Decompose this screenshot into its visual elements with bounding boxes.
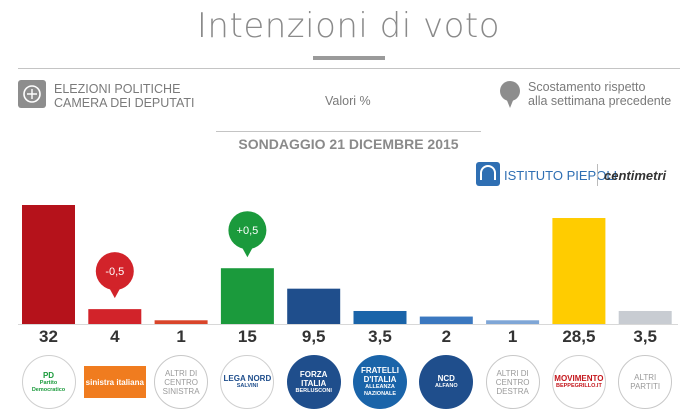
survey-divider <box>216 131 481 132</box>
bar-9 <box>618 310 672 324</box>
party-logo-text-3: LEGA NORD <box>223 374 272 383</box>
party-logo-subtext-4: BERLUSCONI <box>295 387 332 394</box>
bar-chart: -0,5 +0,5 <box>22 205 672 324</box>
party-logo-8: MOVIMENTO BEPPEGRILLO.IT <box>551 355 606 409</box>
party-logo-3: LEGA NORD SALVINI <box>220 355 275 409</box>
party-logo-5: FRATELLI D'ITALIA ALLEANZA NAZIONALE <box>353 355 407 409</box>
change-marker-1: -0,5 <box>95 252 134 299</box>
party-logo-text-7: ALTRI DI CENTRO DESTRA <box>495 368 530 396</box>
value-label-0: 32 <box>39 327 58 346</box>
value-label-7: 1 <box>507 327 518 346</box>
shift-line-1: Scostamento rispetto <box>528 80 646 94</box>
bar-5 <box>353 310 407 324</box>
election-line-2: CAMERA DEI DEPUTATI <box>54 96 195 110</box>
chart-baseline <box>18 324 678 325</box>
bar-6 <box>419 316 473 324</box>
party-logo-9: ALTRI PARTITI <box>618 355 673 409</box>
value-label-3: 15 <box>237 327 257 346</box>
units-label: Valori % <box>325 94 371 108</box>
bar-4 <box>287 288 341 324</box>
logo-separator <box>597 164 598 186</box>
chart-title: Intenzioni di voto <box>196 6 501 46</box>
party-logo-text-6: NCD <box>437 374 455 383</box>
party-logo-6: NCD ALFANO <box>419 355 474 409</box>
party-logo-7: ALTRI DI CENTRO DESTRA <box>485 355 540 409</box>
party-logo-4: FORZA ITALIA BERLUSCONI <box>286 355 341 409</box>
party-logo-subtext-6: ALFANO <box>434 383 458 389</box>
party-logo-1: sinistra italiana <box>83 366 146 398</box>
shift-legend: Scostamento rispetto alla settimana prec… <box>528 80 671 108</box>
value-label-5: 3,5 <box>368 327 392 346</box>
change-label-1: -0,5 <box>105 266 124 278</box>
value-label-2: 1 <box>176 327 186 346</box>
party-logo-subtext-8: BEPPEGRILLO.IT <box>555 383 602 389</box>
bar-0 <box>22 205 75 324</box>
election-label: ELEZIONI POLITICHE CAMERA DEI DEPUTATI <box>54 82 195 110</box>
parliament-icon <box>18 80 46 108</box>
value-label-6: 2 <box>441 327 452 346</box>
value-label-8: 28,5 <box>562 327 596 346</box>
value-label-9: 3,5 <box>633 327 657 346</box>
value-label-4: 9,5 <box>301 327 326 346</box>
value-label-1: 4 <box>110 327 120 346</box>
bar-7 <box>486 320 540 324</box>
change-marker-3: +0,5 <box>228 211 267 258</box>
party-logo-text-2: ALTRI DI CENTRO SINISTRA <box>162 368 200 396</box>
party-logo-text-8: MOVIMENTO <box>554 374 604 383</box>
election-line-1: ELEZIONI POLITICHE <box>54 82 181 96</box>
party-logo-text-0: PD <box>42 370 55 380</box>
party-logo-text-5: FRATELLI D'ITALIA <box>360 366 400 384</box>
bar-8 <box>552 218 606 324</box>
header-top-divider <box>18 68 680 69</box>
bar-1 <box>88 309 142 324</box>
bar-3 <box>220 268 274 324</box>
change-label-3: +0,5 <box>237 225 259 237</box>
bar-2 <box>154 320 208 324</box>
partner-logo-text: centimetri <box>604 168 667 183</box>
survey-date: SONDAGGIO 21 DICEMBRE 2015 <box>238 136 459 152</box>
party-logo-2: ALTRI DI CENTRO SINISTRA <box>154 355 209 409</box>
party-logo-text-1: sinistra italiana <box>85 377 144 387</box>
piepoli-logo-icon <box>476 162 500 186</box>
map-pin-icon <box>500 81 520 108</box>
title-underline <box>313 56 385 60</box>
source-logo-text: ISTITUTO PIEPOLI <box>504 168 618 183</box>
party-logo-subtext-0: Partito Democratico <box>31 379 66 393</box>
party-logo-text-4: FORZA ITALIA <box>299 369 328 388</box>
party-logo-text-9: ALTRI PARTITI <box>630 373 661 391</box>
shift-line-2: alla settimana precedente <box>528 94 672 108</box>
party-logo-subtext-3: SALVINI <box>236 383 259 389</box>
party-logo-0: PD Partito Democratico <box>21 355 76 409</box>
party-logo-subtext-5: ALLEANZA NAZIONALE <box>363 384 397 397</box>
